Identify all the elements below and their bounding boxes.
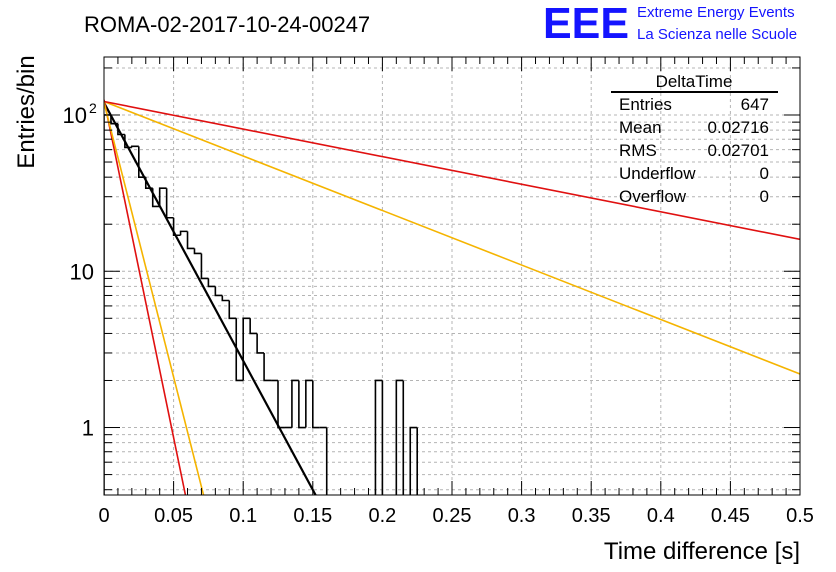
fit-curve-1: [104, 102, 317, 495]
y-tick-label: 1: [82, 416, 94, 441]
x-tick-label: 0.25: [433, 505, 472, 527]
logo-line-2: La Scienza nelle Scuole: [637, 26, 797, 43]
logo-line-1: Extreme Energy Events: [637, 4, 795, 21]
stats-box-title: DeltaTime: [656, 72, 733, 91]
histogram-bin: [186, 231, 195, 250]
axis-tick-labels: 0 0.05 0.1 0.15 0.2 0.25 0.3 0.35 0.4 0.45 0.5 1 10 1…: [63, 100, 814, 527]
stats-value-mean: 0.02716: [708, 118, 769, 137]
x-tick-label: 0.5: [786, 505, 814, 527]
x-tick-label: 0: [98, 505, 109, 527]
x-tick-label: 0.2: [368, 505, 396, 527]
histogram-bin: [277, 380, 285, 429]
histogram-bin: [249, 318, 258, 335]
histogram-bin: [374, 379, 383, 495]
stats-value-overflow: 0: [760, 187, 769, 206]
x-axis-title: Time difference [s]: [604, 538, 800, 565]
axis-ticks: [103, 57, 801, 495]
histogram-bin: [221, 295, 230, 302]
histogram-bin: [193, 248, 202, 255]
histogram-bin: [291, 379, 299, 428]
histogram-bin: [228, 300, 237, 320]
x-tick-label: 0.15: [293, 505, 332, 527]
fit-curve-2: [104, 99, 187, 495]
histogram-bin: [124, 134, 132, 149]
x-tick-label: 0.3: [508, 505, 536, 527]
histogram-bin: [158, 187, 167, 207]
fit-curve-3: [104, 102, 205, 495]
x-tick-label: 0.4: [647, 505, 675, 527]
histogram-bin: [395, 379, 404, 495]
histogram-bin: [325, 427, 328, 495]
histogram-bin: [165, 188, 174, 219]
histogram-bin: [235, 318, 244, 382]
y-tick-label: 10: [63, 103, 87, 128]
stats-label-overflow: Overflow: [619, 187, 687, 206]
fit-curve-5: [104, 100, 800, 241]
grid-lines: [104, 57, 800, 495]
stats-box: DeltaTime Entries 647 Mean 0.02716 RMS 0…: [611, 72, 778, 206]
fit-curves: [104, 99, 800, 495]
histogram-bin: [179, 230, 188, 236]
histogram-bin: [305, 379, 313, 428]
eee-logo: EEE: [543, 0, 629, 48]
stats-label-rms: RMS: [619, 141, 657, 160]
histogram-bin: [381, 380, 384, 495]
histogram-bin: [207, 278, 216, 288]
histogram-bin: [172, 217, 181, 237]
x-tick-label: 0.45: [711, 505, 750, 527]
y-axis-title: Entries/bin: [13, 55, 40, 168]
y-tick-label: 10: [70, 259, 94, 284]
histogram-bin: [214, 286, 223, 297]
x-tick-label: 0.35: [572, 505, 611, 527]
histogram-bin: [104, 114, 111, 495]
stats-label-underflow: Underflow: [619, 164, 696, 183]
stats-value-entries: 647: [741, 95, 769, 114]
histogram-bin: [131, 145, 139, 148]
histogram-bin: [409, 426, 418, 495]
histogram-bin: [200, 253, 209, 280]
y-tick-label-exponent: 2: [89, 100, 97, 116]
stats-value-underflow: 0: [760, 164, 769, 183]
histogram-bin: [256, 333, 265, 354]
stats-value-rms: 0.02701: [708, 141, 769, 160]
histogram-bin: [312, 380, 320, 429]
x-tick-label: 0.05: [154, 505, 193, 527]
x-tick-label: 0.1: [229, 505, 257, 527]
fit-curve-4: [104, 100, 800, 375]
stats-label-entries: Entries: [619, 95, 672, 114]
stats-label-mean: Mean: [619, 118, 662, 137]
histogram-bin: [402, 380, 405, 495]
histogram-bin: [263, 352, 272, 382]
run-title: ROMA-02-2017-10-24-00247: [84, 12, 370, 37]
histogram-bin: [298, 380, 306, 429]
